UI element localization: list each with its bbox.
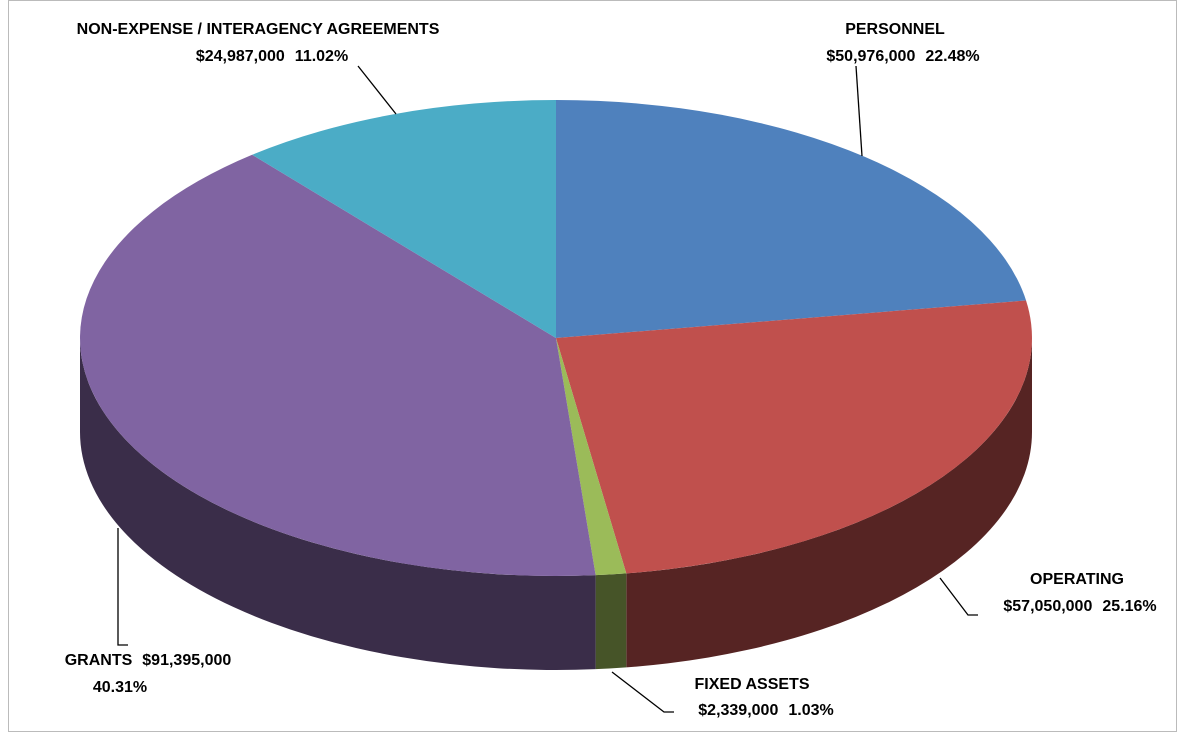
label-part: GRANTS [65, 652, 133, 669]
pie-sides [80, 338, 1032, 670]
label-part: 25.16% [1102, 598, 1156, 615]
data-label: 40.31% [93, 679, 147, 696]
pie-slice [556, 100, 1027, 338]
data-label: NON-EXPENSE / INTERAGENCY AGREEMENTS [77, 21, 440, 38]
label-part: NON-EXPENSE / INTERAGENCY AGREEMENTS [77, 21, 440, 38]
data-label: $24,987,000 11.02% [196, 48, 348, 65]
label-part: $91,395,000 [142, 652, 231, 669]
pie-slice-side [595, 573, 627, 670]
data-label: $2,339,000 1.03% [698, 702, 833, 719]
label-part: OPERATING [1030, 571, 1124, 588]
label-part: $24,987,000 [196, 48, 285, 65]
leader-line [117, 528, 128, 646]
data-label: $50,976,000 22.48% [826, 48, 979, 65]
label-part: $50,976,000 [826, 48, 915, 65]
label-part: FIXED ASSETS [695, 676, 810, 693]
pie-slice [556, 300, 1032, 574]
label-part: 22.48% [925, 48, 979, 65]
data-label: GRANTS $91,395,000 [65, 652, 232, 669]
leader-line [611, 671, 674, 713]
label-part: $57,050,000 [1003, 598, 1092, 615]
data-label: FIXED ASSETS [695, 676, 810, 693]
leader-line [855, 65, 863, 157]
label-part: 11.02% [295, 48, 348, 65]
pie-slice [252, 100, 556, 338]
pie-slice-side [626, 338, 1032, 668]
label-part: 1.03% [788, 702, 833, 719]
label-part: PERSONNEL [845, 21, 945, 38]
pie-slice [556, 338, 627, 576]
pie-tops [79, 100, 1032, 577]
label-part: $2,339,000 [698, 702, 778, 719]
data-label: $57,050,000 25.16% [1003, 598, 1156, 615]
leader-line [939, 577, 978, 616]
pie-slice-side [80, 338, 596, 670]
pie-slice [79, 154, 596, 577]
leader-line [357, 65, 397, 115]
data-label: PERSONNEL [845, 21, 945, 38]
data-labels: PERSONNEL $50,976,000 22.48% OPERATING $57,0… [65, 21, 1157, 719]
data-label: OPERATING [1030, 571, 1124, 588]
label-part: 40.31% [93, 679, 147, 696]
